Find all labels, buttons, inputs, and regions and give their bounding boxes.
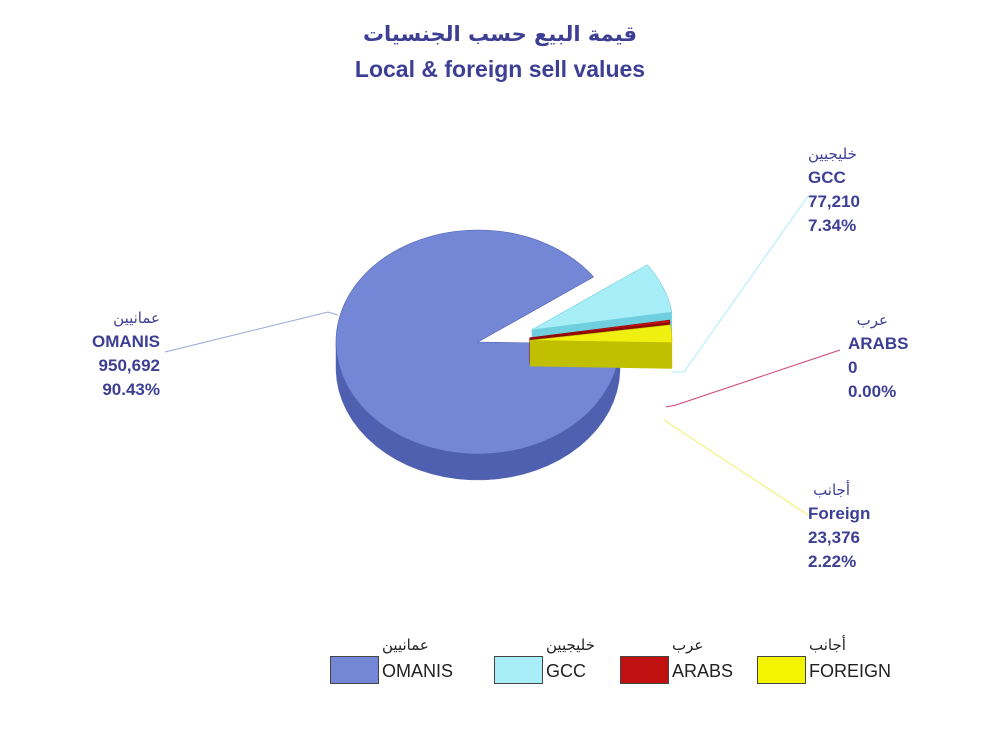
leader-line-omanis bbox=[164, 311, 339, 353]
legend-swatch-foreign bbox=[757, 656, 806, 684]
label-gcc: خليجيين GCC 77,210 7.34% bbox=[808, 142, 860, 238]
label-arabs: عرب ARABS 0 0.00% bbox=[848, 308, 908, 404]
leader-line-arabs bbox=[665, 349, 841, 408]
legend-swatch-arabs bbox=[620, 656, 669, 684]
pie-top-foreign bbox=[529, 324, 673, 344]
leader-line-gcc bbox=[672, 195, 809, 373]
label-arabs-percent: 0.00% bbox=[848, 382, 897, 401]
label-gcc-name: GCC bbox=[808, 168, 846, 187]
label-foreign-percent: 2.22% bbox=[808, 552, 857, 571]
legend-arabs-label: ARABS bbox=[672, 661, 734, 681]
legend-omanis-label: OMANIS bbox=[382, 661, 454, 681]
label-gcc-value: 77,210 bbox=[808, 192, 860, 211]
label-gcc-percent: 7.34% bbox=[808, 216, 857, 235]
chart-title-arabic: قيمة البيع حسب الجنسيات bbox=[362, 22, 638, 46]
label-omanis-value: 950,692 bbox=[98, 356, 160, 375]
label-gcc-ar: خليجيين bbox=[808, 145, 857, 163]
chart-title: Local & foreign sell values bbox=[354, 56, 646, 82]
label-foreign: أجانب Foreign 23,376 2.22% bbox=[808, 478, 870, 574]
label-foreign-ar: أجانب bbox=[813, 481, 850, 499]
legend-swatch-gcc bbox=[494, 656, 543, 684]
legend-omanis-ar: عمانيين bbox=[382, 636, 429, 654]
pie-top-gcc bbox=[531, 264, 673, 331]
leader-line-foreign bbox=[663, 419, 809, 516]
legend-arabs-ar: عرب bbox=[672, 636, 704, 654]
pie-top-omanis bbox=[335, 229, 621, 455]
legend-foreign-ar: أجانب bbox=[809, 636, 846, 654]
label-foreign-name: Foreign bbox=[808, 504, 871, 523]
label-omanis-ar: عمانيين bbox=[113, 309, 160, 327]
legend-gcc-ar: خليجيين bbox=[546, 636, 595, 654]
label-omanis-percent: 90.43% bbox=[102, 380, 160, 399]
label-omanis-name: OMANIS bbox=[92, 332, 160, 351]
label-arabs-ar: عرب bbox=[856, 311, 888, 329]
pie-slice-foreign bbox=[529, 324, 673, 369]
label-arabs-name: ARABS bbox=[848, 334, 909, 353]
label-foreign-value: 23,376 bbox=[808, 528, 860, 547]
pie-edge-foreign bbox=[529, 340, 672, 369]
label-omanis: عمانيين OMANIS 950,692 90.43% bbox=[40, 306, 160, 402]
legend-gcc-label: GCC bbox=[546, 661, 586, 681]
label-arabs-value: 0 bbox=[848, 358, 858, 377]
legend-foreign-label: FOREIGN bbox=[809, 661, 892, 681]
pie-top-arabs bbox=[529, 319, 671, 339]
legend-swatch-omanis bbox=[330, 656, 379, 684]
